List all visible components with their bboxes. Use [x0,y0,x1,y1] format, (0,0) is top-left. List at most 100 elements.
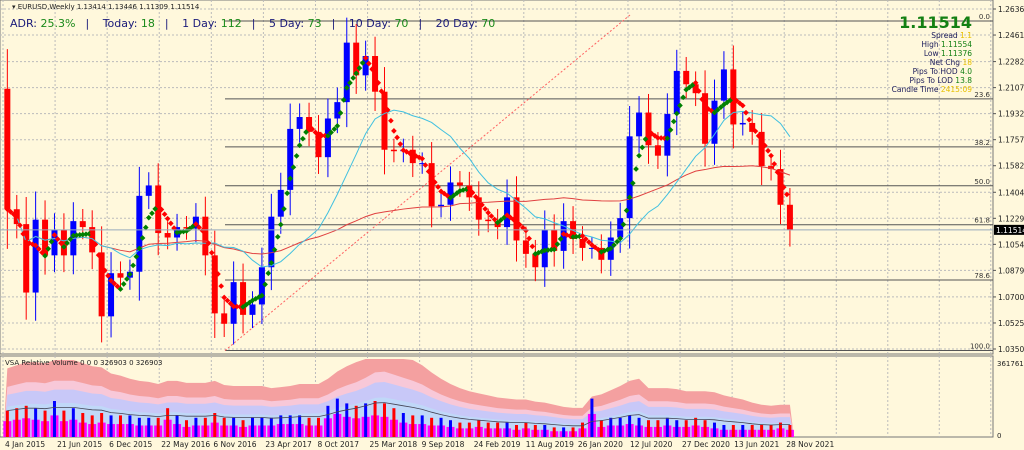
candle-body [136,195,143,272]
candle-body [626,136,633,219]
trend-ma-dot [277,221,284,228]
trend-ma-dot [784,191,790,198]
volume-bar [788,425,792,437]
trend-ma-dot [293,153,300,159]
candle-body [390,149,397,152]
trend-ma-dot [680,94,687,101]
trend-ma-dot [381,96,388,102]
volume-bar [316,417,320,437]
candle-body [447,182,454,205]
candle-body [579,238,586,248]
x-tick-label: 27 Dec 2020 [682,440,730,449]
trend-ma-dot [196,224,202,231]
volume-bar [778,422,782,437]
trend-ma-dot [262,281,268,288]
y-tick-label: 1.15825 [998,162,1024,171]
volume-bar [694,417,698,437]
candle-body [277,189,284,217]
trend-ma-dot [391,128,397,134]
info-label: Spread [931,31,961,40]
trend-ma-dot [620,221,627,228]
trend-ma-dot [498,217,504,223]
chart-header: ▾ EURUSD,Weekly 1.13414 1.13446 1.11309 … [12,3,200,11]
ohlc-label: 1.13414 1.13446 1.11309 1.11514 [76,3,200,11]
candle-body [155,185,162,234]
candle-body [211,255,218,314]
trend-ma-dot [108,277,114,284]
trend-ma-dot [322,132,328,139]
fib-level-label: 50.0 [974,178,990,186]
volume-bar [279,415,283,437]
separator: | [164,17,169,30]
candle-body [98,252,105,317]
candle-body [683,70,690,85]
fib-level-label: 100.0 [970,343,990,351]
volume-bar [354,405,358,437]
volume-bar [260,417,264,437]
trend-ma-dot [762,142,768,149]
volume-bar [722,425,726,437]
volume-bar [562,427,566,437]
main-panel [0,0,994,355]
trend-ma-dot [325,133,331,139]
trend-ma-dot [164,215,171,222]
trend-ma-dot [375,79,382,86]
trend-ma-dot [265,270,272,277]
volume-bar [533,425,537,437]
candle-body [4,88,11,210]
trend-ma-dot [315,132,322,139]
info-row: Spread 1.1 [892,31,972,40]
candle-body [89,227,96,253]
volume-axis-min: 0 [997,432,1001,440]
volume-bar [599,420,603,437]
adr-label: ADR: [10,17,38,30]
day10-label: 10 Day: [348,17,391,30]
trend-ma-dot [92,241,99,248]
info-row: High 1.11554 [892,40,972,49]
volume-bar [335,398,339,437]
trend-ma-dot [582,236,589,242]
info-value: 1.11554 [940,40,972,49]
trend-ma-dot [573,233,580,240]
volume-bar [166,408,170,437]
y-tick-label: 1.12290 [998,214,1024,223]
volume-bar [90,415,94,437]
trend-ma-dot [611,242,617,248]
volume-bar [137,417,141,437]
candle-body [117,273,124,278]
x-tick-label: 26 Jan 2020 [578,440,623,449]
symbol-label: EURUSD,Weekly [17,3,75,11]
trend-ma-dot [730,95,737,101]
trend-ma-dot [428,174,435,181]
y-tick-label: 1.10540 [998,240,1024,249]
today-label: Today: [102,17,138,30]
trend-ma-dot [215,271,221,277]
candle-body [296,117,303,129]
candle-body [438,204,445,207]
trend-ma-dot [67,236,74,242]
volume-bar [373,401,377,437]
volume-bar [703,420,707,437]
x-tick-label: 23 Apr 2017 [265,440,312,449]
trend-ma-dot [755,133,762,139]
day5-label: 5 Day: [268,17,305,30]
trend-ma-dot [488,213,495,219]
candle-body [221,313,228,324]
day20-label: 20 Day: [435,17,478,30]
y-tick-label: 1.17575 [998,136,1024,145]
y-tick-label: 1.07005 [998,293,1024,302]
candle-body [32,219,39,293]
trend-ma-dot [356,65,363,71]
day5-value: 73 [307,17,322,30]
candle-body [230,282,237,324]
trend-ma-dot [771,161,778,167]
volume-bar [118,415,122,437]
trend-ma-dot [422,162,429,168]
info-label: High [921,40,941,49]
info-label: Net Chg [929,58,963,67]
candle-body [108,273,115,317]
trend-ma-dot [394,134,400,141]
ma-cyan-line [7,109,791,268]
